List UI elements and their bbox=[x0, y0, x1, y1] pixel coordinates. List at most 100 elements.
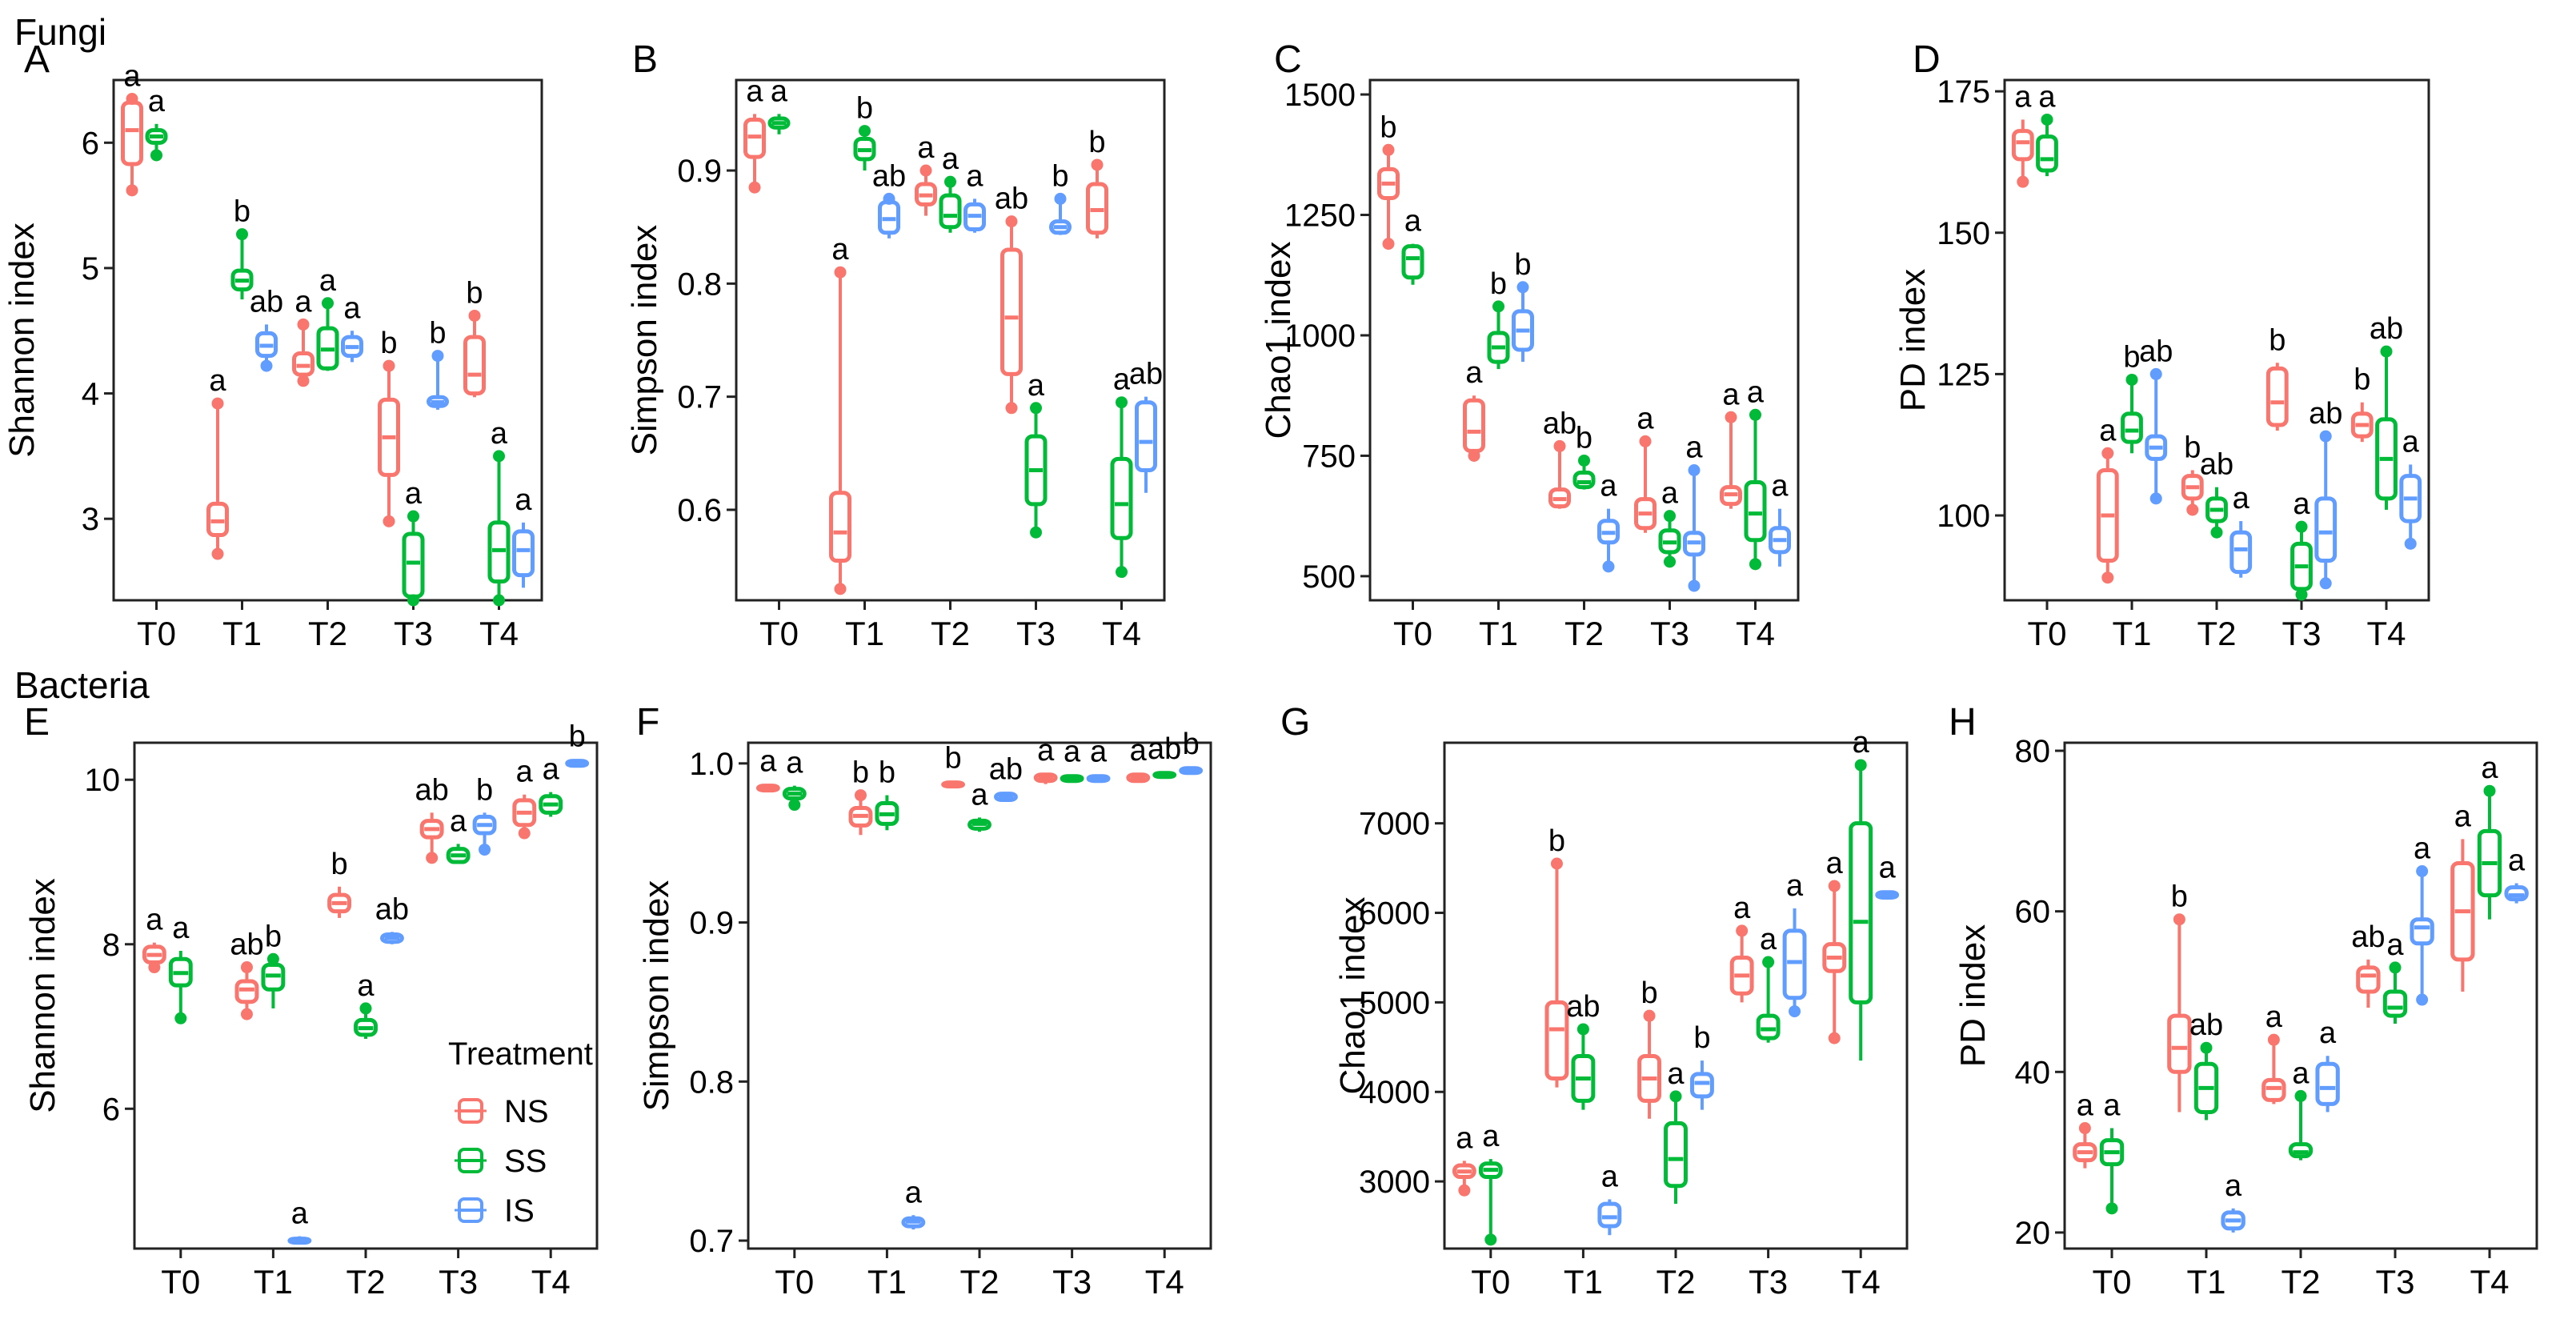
box-T2-NS: b bbox=[1637, 976, 1661, 1119]
significance-letter: b bbox=[234, 195, 250, 229]
box-T3-NS: a bbox=[1729, 892, 1754, 1003]
outlier-point bbox=[407, 510, 419, 523]
outlier-point bbox=[493, 594, 505, 607]
outlier-point bbox=[1688, 464, 1701, 476]
box-T2-IS: ab bbox=[989, 753, 1023, 803]
box-body bbox=[1000, 247, 1024, 376]
box-body bbox=[463, 335, 487, 396]
y-tick-label: 3 bbox=[82, 502, 99, 537]
significance-letter: a bbox=[2292, 1056, 2310, 1090]
significance-letter: a bbox=[971, 778, 988, 812]
x-tick-label: T1 bbox=[2112, 615, 2151, 652]
y-tick-label: 5000 bbox=[1359, 985, 1430, 1020]
outlier-point bbox=[2319, 430, 2332, 443]
outlier-point bbox=[859, 125, 871, 138]
y-tick-label: 1250 bbox=[1284, 198, 1356, 234]
outlier-point bbox=[240, 1008, 253, 1020]
box-body bbox=[2356, 965, 2381, 994]
box-body bbox=[1744, 480, 1767, 543]
significance-letter: b bbox=[476, 773, 493, 807]
significance-letter: a bbox=[2077, 1089, 2094, 1123]
significance-letter: b bbox=[856, 92, 873, 126]
box-body bbox=[402, 531, 425, 599]
outlier-point bbox=[479, 844, 491, 856]
significance-letter: a bbox=[1482, 1120, 1500, 1153]
y-tick-label: 6 bbox=[102, 1092, 120, 1127]
significance-letter: ab bbox=[2309, 397, 2342, 431]
box-T0-SS: a bbox=[2036, 80, 2058, 177]
outlier-point bbox=[944, 175, 956, 188]
significance-letter: a bbox=[966, 159, 984, 193]
outlier-point bbox=[1669, 1090, 1682, 1103]
box-T2-SS: a bbox=[354, 969, 378, 1039]
box-T4-IS: a bbox=[1768, 470, 1791, 567]
box-T4-NS: a bbox=[1822, 847, 1847, 1044]
box-T1-IS: ab bbox=[872, 159, 906, 239]
significance-letter: ab bbox=[2200, 448, 2233, 482]
x-tick-label: T4 bbox=[1736, 615, 1775, 652]
box-T4-SS: a bbox=[487, 417, 511, 607]
outlier-point bbox=[1664, 555, 1676, 568]
box-T2-NS: b bbox=[327, 848, 351, 918]
box-T1-SS: b bbox=[261, 920, 286, 1008]
box-T0-SS: a bbox=[1478, 1120, 1503, 1246]
x-tick-label: T2 bbox=[959, 1263, 999, 1301]
significance-letter: a bbox=[172, 912, 190, 945]
box-body bbox=[2011, 129, 2034, 162]
y-axis-label: PD index bbox=[1953, 924, 1993, 1068]
significance-letter: ab bbox=[2189, 1008, 2223, 1042]
outlier-point bbox=[2416, 993, 2429, 1006]
significance-letter: a bbox=[2266, 1000, 2283, 1034]
x-tick-label: T4 bbox=[2470, 1263, 2509, 1301]
x-tick-label: T0 bbox=[759, 615, 799, 652]
outlier-point bbox=[2078, 1122, 2091, 1135]
significance-letter: a bbox=[1456, 1121, 1473, 1155]
box-T2-IS: ab bbox=[375, 892, 409, 944]
outlier-point bbox=[2389, 961, 2402, 974]
significance-letter: a bbox=[148, 85, 166, 118]
significance-letter: b bbox=[2269, 323, 2286, 357]
y-tick-label: 7000 bbox=[1359, 807, 1430, 842]
box-T3-SS: a bbox=[1756, 923, 1781, 1043]
x-tick-label: T0 bbox=[775, 1263, 814, 1301]
significance-letter: a bbox=[759, 745, 777, 779]
box-T4-IS: ab bbox=[1129, 358, 1163, 493]
outlier-point bbox=[1458, 1184, 1471, 1197]
box-T1-IS: b bbox=[1511, 248, 1534, 363]
significance-letter: ab bbox=[1129, 358, 1163, 391]
significance-letter: ab bbox=[415, 773, 449, 807]
box-T3-IS: b bbox=[1048, 159, 1072, 235]
y-tick-label: 175 bbox=[1937, 74, 1990, 110]
significance-letter: a bbox=[1685, 431, 1703, 465]
y-tick-label: 4 bbox=[82, 377, 99, 412]
outlier-point bbox=[1602, 560, 1615, 573]
outlier-point bbox=[883, 192, 895, 205]
box-T1-NS: b bbox=[848, 756, 873, 836]
y-axis-label: Chao1 index bbox=[1333, 896, 1372, 1094]
outlier-point bbox=[322, 297, 334, 310]
box-T3-IS: a bbox=[2410, 832, 2434, 1006]
x-tick-label: T2 bbox=[1656, 1263, 1695, 1301]
x-tick-label: T1 bbox=[1479, 615, 1518, 652]
significance-letter: b bbox=[879, 756, 895, 790]
box-T3-SS: a bbox=[1060, 736, 1084, 784]
box-T2-NS: b bbox=[2181, 431, 2204, 516]
x-tick-label: T4 bbox=[1145, 1263, 1184, 1301]
outlier-point bbox=[2105, 1202, 2118, 1215]
significance-letter: b bbox=[1183, 728, 1200, 761]
significance-letter: b bbox=[1693, 1021, 1710, 1055]
box-T1-NS: a bbox=[206, 364, 230, 560]
y-tick-label: 125 bbox=[1937, 357, 1990, 392]
y-tick-label: 10 bbox=[85, 763, 121, 798]
x-tick-label: T3 bbox=[439, 1263, 478, 1301]
box-T2-SS: a bbox=[316, 264, 339, 371]
outlier-point bbox=[2380, 345, 2393, 358]
significance-letter: a bbox=[1747, 375, 1765, 409]
outlier-point bbox=[1382, 238, 1395, 251]
box-T3-NS: ab bbox=[995, 182, 1028, 415]
box-T3-NS: b bbox=[2266, 323, 2289, 431]
box-T3-NS: a bbox=[1033, 734, 1058, 784]
box-T3-NS: a bbox=[1634, 402, 1657, 533]
significance-letter: ab bbox=[2351, 920, 2385, 954]
